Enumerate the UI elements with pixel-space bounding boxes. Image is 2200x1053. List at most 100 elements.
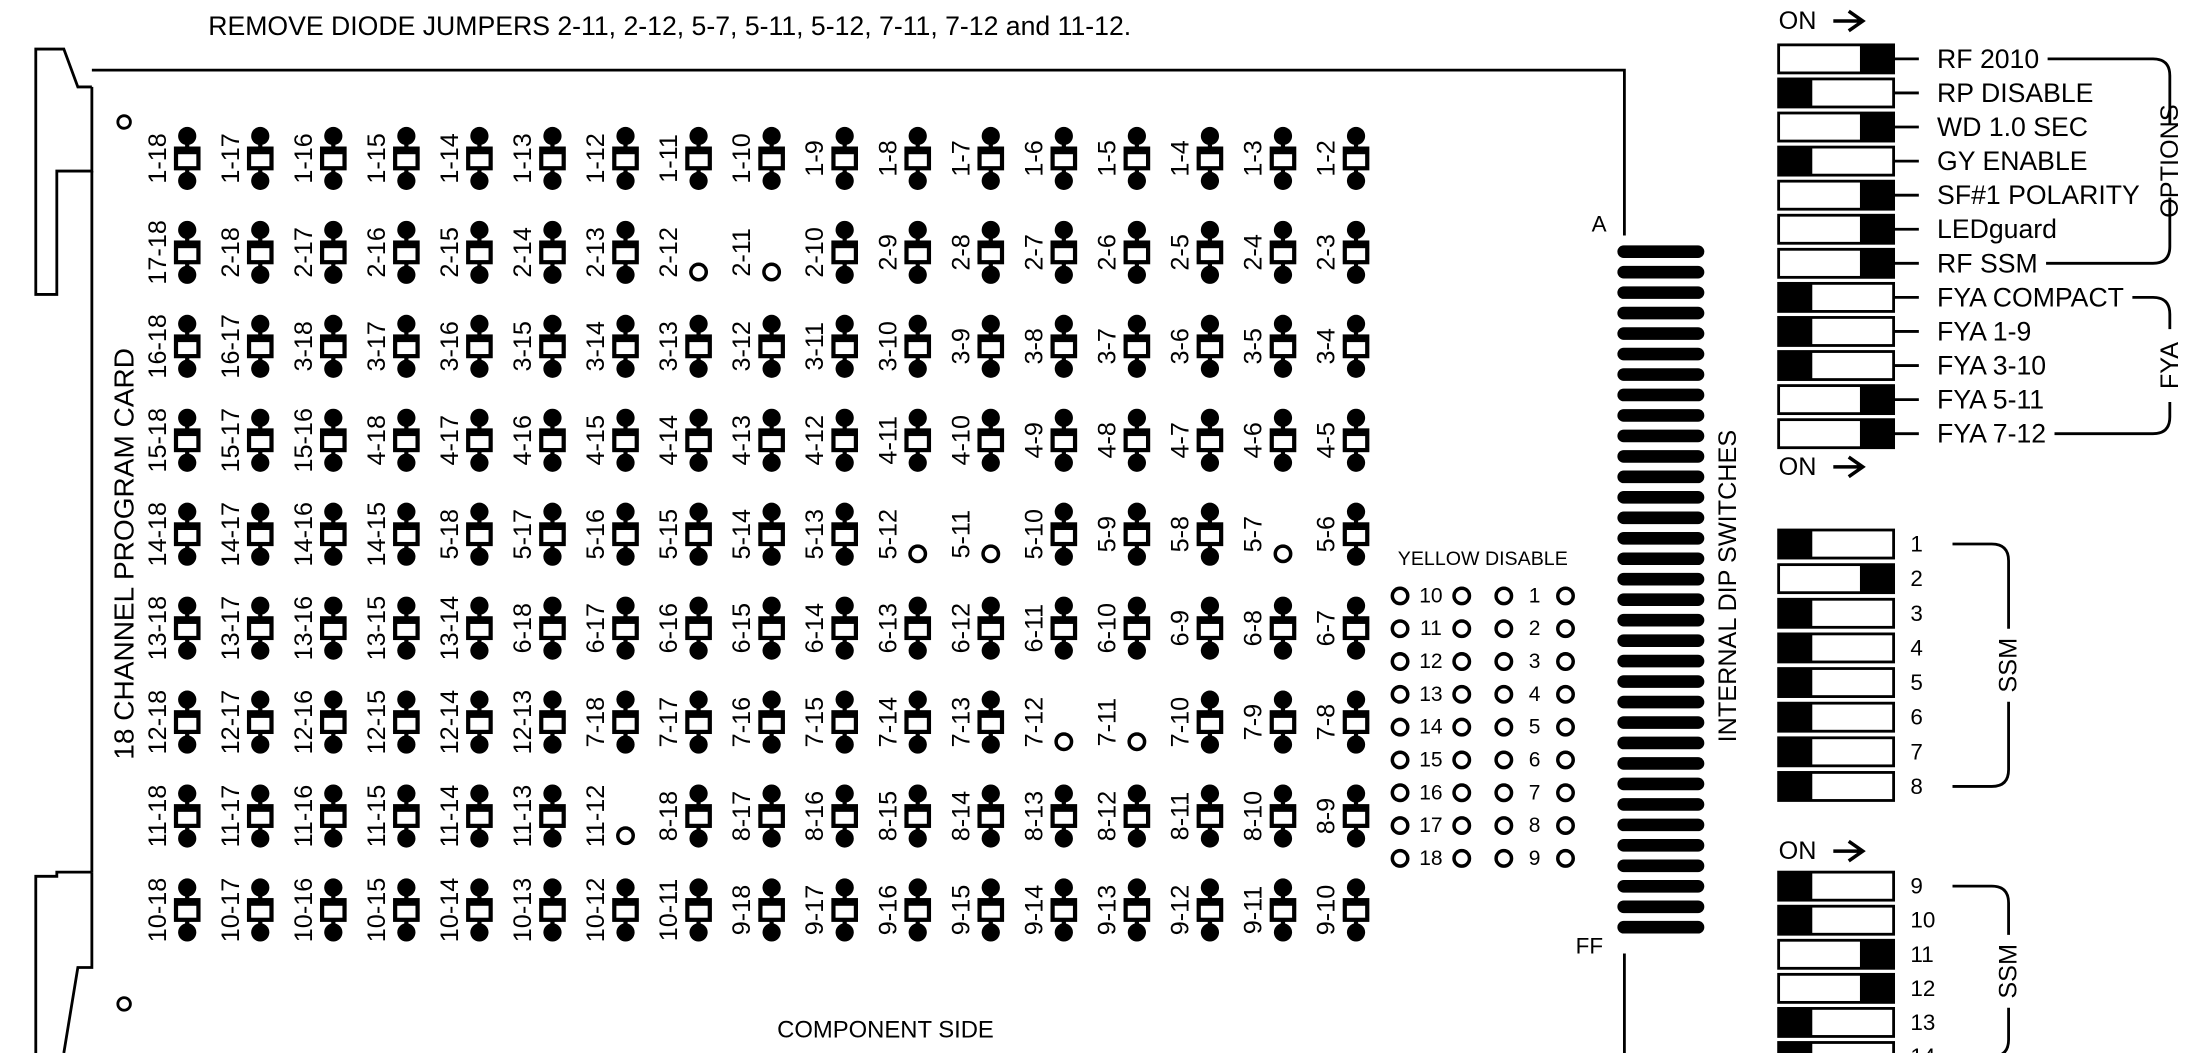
diode-pad [324, 409, 342, 427]
diode-band [980, 618, 1002, 624]
diode-pad [689, 923, 707, 941]
diode-jumper [687, 127, 709, 190]
diode-pad [1347, 221, 1365, 239]
yd-pad [1392, 621, 1407, 636]
diode-pad [616, 503, 634, 521]
diode-pad [982, 641, 1000, 659]
diode-band [980, 712, 1002, 718]
jumper-label: 3-4 [1313, 328, 1341, 364]
contact-finger [1617, 634, 1704, 647]
diode-pad [1055, 266, 1073, 284]
yd-label: 2 [1529, 617, 1541, 640]
diode-pad [1201, 878, 1219, 896]
diode-pad [543, 641, 561, 659]
diode-jumper [1345, 409, 1367, 472]
diode-pad [324, 597, 342, 615]
diode-band [322, 524, 344, 530]
diode-pad [1055, 503, 1073, 521]
diode-pad [324, 735, 342, 753]
diode-pad [616, 641, 634, 659]
edge-connector [1617, 245, 1704, 933]
contact-finger [1617, 921, 1704, 934]
diode-pad [251, 503, 269, 521]
diode-jumper [760, 784, 782, 847]
jumper-label: 5-11 [947, 510, 975, 559]
jumper-label: 3-11 [801, 322, 829, 371]
jumper-label: 2-10 [801, 227, 829, 277]
diode-pad [1128, 172, 1146, 190]
diode-jumper [1345, 691, 1367, 754]
yd-pad [1454, 785, 1469, 800]
jumper-label: 6-13 [874, 603, 902, 653]
diode-pad [1128, 923, 1146, 941]
diode-band [833, 430, 855, 436]
jumper-label: 7-12 [1020, 697, 1048, 747]
diode-pad [1274, 360, 1292, 378]
jumper-label: 4-7 [1166, 422, 1194, 458]
contact-finger [1617, 307, 1704, 320]
diode-pad [1274, 597, 1292, 615]
jumper-label: 2-12 [655, 227, 683, 277]
diode-pad [616, 221, 634, 239]
dip-actuator [1779, 530, 1813, 558]
jumper-label: 6-9 [1166, 610, 1194, 646]
diode-pad [1274, 691, 1292, 709]
diode-pad [1274, 829, 1292, 847]
contact-finger [1617, 593, 1704, 606]
jumper-removed [618, 828, 633, 843]
diode-jumper [614, 503, 636, 566]
contact-finger [1617, 880, 1704, 893]
diode-pad [543, 735, 561, 753]
diode-jumper [614, 221, 636, 284]
jumper-label: 5-9 [1093, 516, 1121, 552]
diode-pad [324, 172, 342, 190]
diode-jumper [541, 315, 563, 378]
diode-pad [836, 548, 854, 566]
diode-pad [397, 409, 415, 427]
diode-jumper [907, 315, 929, 378]
diode-jumper [395, 784, 417, 847]
jumper-label: 10-12 [582, 878, 610, 943]
diode-band [1345, 430, 1367, 436]
diode-pad [251, 454, 269, 472]
on-arrow [1833, 841, 1862, 861]
diode-band [176, 806, 198, 812]
jumper-label: 14-18 [144, 502, 172, 567]
jumper-label: 7-11 [1093, 698, 1121, 747]
diode-jumper [1053, 315, 1075, 378]
jumper-label: 4-15 [582, 415, 610, 465]
diode-pad [1128, 266, 1146, 284]
dip-actuator [1779, 317, 1813, 345]
jumper-label: 14-17 [217, 502, 245, 567]
diode-pad [470, 691, 488, 709]
dip-actuator [1860, 45, 1894, 73]
jumper-label: 10-14 [436, 878, 464, 943]
diode-jumper [687, 784, 709, 847]
diode-pad [836, 266, 854, 284]
diode-pad [397, 641, 415, 659]
yd-pad [1454, 752, 1469, 767]
jumper-label: 15-16 [290, 408, 318, 472]
jumper-label: 6-16 [655, 603, 683, 653]
diode-pad [836, 409, 854, 427]
diode-pad [982, 735, 1000, 753]
jumper-label: 2-6 [1093, 234, 1121, 270]
diode-pad [1055, 172, 1073, 190]
diode-jumper [1272, 315, 1294, 378]
jumper-label: 8-15 [874, 791, 902, 841]
diode-pad [836, 127, 854, 145]
diode-pad [1274, 923, 1292, 941]
diode-pad [178, 784, 196, 802]
on-label: ON [1779, 453, 1817, 481]
jumper-label: 1-12 [582, 133, 610, 183]
jumper-label: 4-12 [801, 415, 829, 465]
diode-band [1345, 524, 1367, 530]
diode-pad [397, 266, 415, 284]
jumper-label: 5-6 [1313, 516, 1341, 552]
yd-pad [1392, 851, 1407, 866]
section-label: FYA [2156, 342, 2184, 389]
jumper-label: 7-8 [1313, 704, 1341, 740]
section-label: SSM [1995, 638, 2023, 693]
diode-pad [178, 597, 196, 615]
ejector-bottom [36, 872, 92, 1053]
